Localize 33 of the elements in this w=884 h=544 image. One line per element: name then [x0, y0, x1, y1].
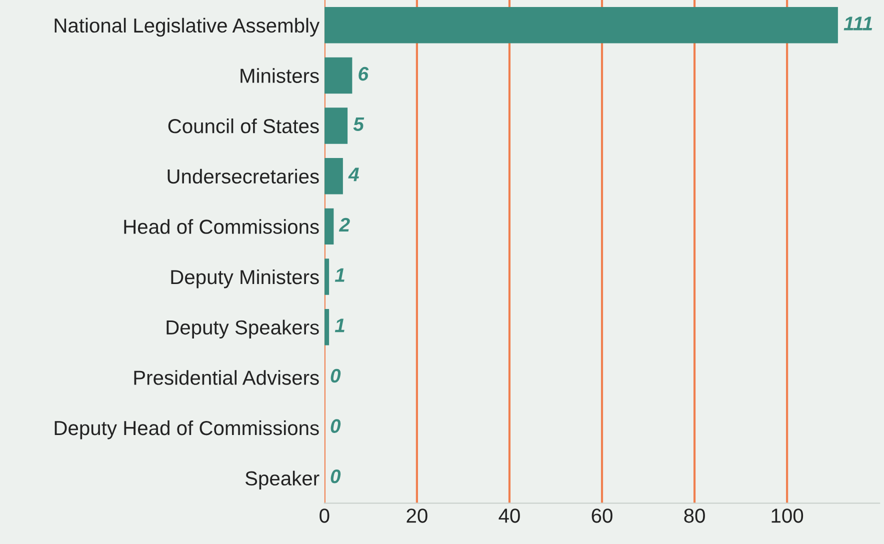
data-label: 0: [330, 368, 341, 383]
y-tick-label: Undersecretaries: [168, 168, 319, 184]
bar: [324, 308, 330, 346]
y-tick-label: Deputy Head of Commissions: [54, 420, 319, 440]
data-label: 6: [358, 66, 369, 81]
x-tick-label: 80: [684, 508, 705, 523]
data-label: 1: [334, 268, 344, 282]
bar: [324, 158, 343, 194]
data-label: 0: [330, 469, 341, 484]
y-tick-label: National Legislative Assembly: [54, 18, 320, 37]
bar: [324, 208, 334, 245]
x-tick-label: 60: [592, 508, 612, 523]
data-label: 4: [348, 168, 359, 182]
y-tick-label: Council of States: [168, 118, 319, 134]
data-label: 111: [844, 16, 872, 30]
bar: [324, 7, 838, 44]
y-tick-label: Deputy Speakers: [166, 320, 319, 339]
bar: [324, 57, 352, 94]
y-tick-label: Head of Commissions: [124, 219, 319, 234]
x-tick-label: 40: [498, 508, 520, 523]
data-label: 5: [353, 117, 364, 132]
x-tick-label: 0: [320, 508, 330, 523]
data-label: 1: [334, 318, 344, 332]
y-tick-label: Presidential Advisers: [134, 370, 319, 385]
y-tick-label: Deputy Ministers: [171, 269, 319, 288]
data-label: 0: [330, 419, 341, 433]
data-label: 2: [338, 218, 350, 232]
bar: [324, 258, 330, 295]
x-tick-label: 20: [406, 508, 428, 523]
bar: [324, 108, 348, 144]
x-tick-label: 100: [772, 508, 804, 523]
y-tick-label: Ministers: [240, 68, 319, 83]
y-tick-label: Speaker: [245, 470, 320, 490]
